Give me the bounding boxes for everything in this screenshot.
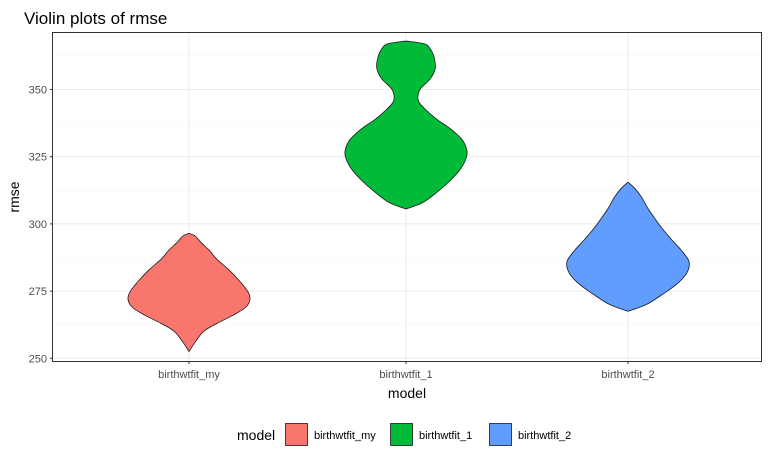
- legend-key-birthwtfit_1: [390, 423, 413, 446]
- panel-border: [52, 32, 762, 362]
- y-axis-title: rmse: [6, 181, 22, 212]
- violins: [127, 40, 690, 353]
- violin-birthwtfit_my: [127, 232, 251, 353]
- legend: model birthwtfit_my birthwtfit_1 birthwtfi…: [237, 423, 571, 446]
- legend-title: model: [237, 427, 275, 443]
- y-tick-label: 350: [29, 84, 47, 96]
- legend-key-birthwtfit_my: [285, 423, 308, 446]
- x-tick-label: birthwtfit_my: [158, 369, 220, 381]
- y-tick-label: 275: [29, 286, 47, 298]
- x-axis: birthwtfit_my birthwtfit_1 birthwtfit_2: [158, 361, 655, 381]
- y-tick-label: 250: [29, 353, 47, 365]
- y-tick-label: 325: [29, 152, 47, 164]
- y-axis: 250 275 300 325 350: [29, 84, 53, 365]
- chart-title: Violin plots of rmse: [24, 9, 167, 28]
- x-tick-label: birthwtfit_1: [379, 369, 432, 381]
- x-axis-title: model: [388, 385, 426, 401]
- legend-label-birthwtfit_my: birthwtfit_my: [314, 430, 376, 442]
- y-tick-label: 300: [29, 219, 47, 231]
- violin-birthwtfit_1: [344, 40, 468, 210]
- legend-key-birthwtfit_2: [489, 423, 512, 446]
- x-tick-label: birthwtfit_2: [601, 369, 654, 381]
- violin-birthwtfit_2: [566, 181, 690, 312]
- legend-label-birthwtfit_1: birthwtfit_1: [419, 430, 472, 442]
- legend-label-birthwtfit_2: birthwtfit_2: [518, 430, 571, 442]
